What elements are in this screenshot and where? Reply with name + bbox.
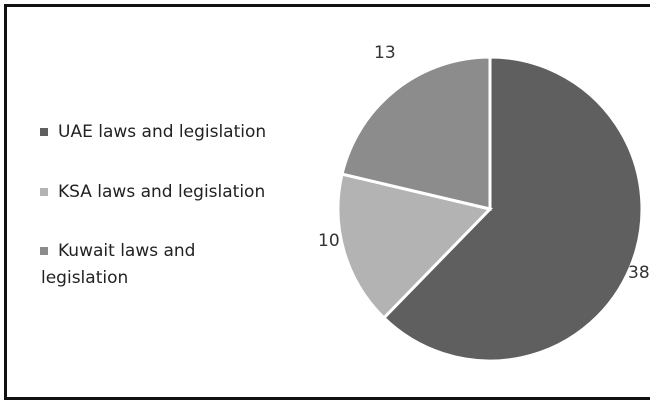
slice-label-3: 13 (374, 43, 396, 63)
pie-slice-2 (336, 172, 493, 320)
chart-frame (4, 4, 650, 400)
legend-swatch-2 (40, 188, 48, 196)
legend-label-3: Kuwait laws and legislation (41, 241, 195, 288)
legend-swatch-1 (40, 128, 48, 136)
slice-label-1: 38 (628, 263, 650, 283)
legend: UAE laws and legislation KSA laws and leg… (40, 122, 266, 288)
pie-slice-3 (340, 55, 492, 211)
pie-slices (336, 55, 644, 363)
slice-labels: 38 10 13 (318, 43, 650, 283)
legend-label-2: KSA laws and legislation (58, 182, 265, 202)
slice-label-2: 10 (318, 231, 340, 251)
legend-swatch-3 (40, 247, 48, 255)
legend-label-1: UAE laws and legislation (58, 122, 266, 142)
pie-slice-1 (381, 55, 644, 363)
